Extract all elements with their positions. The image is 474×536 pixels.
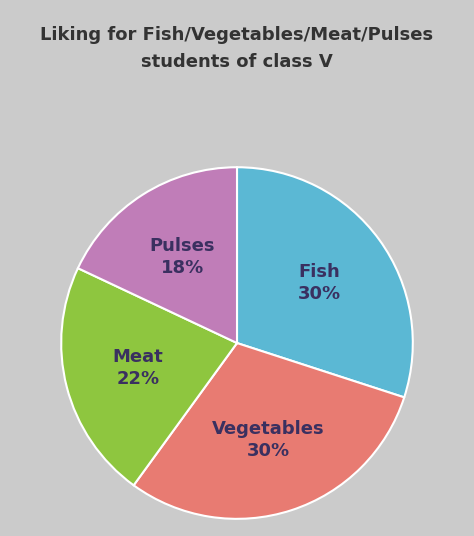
Text: Meat
22%: Meat 22% xyxy=(113,348,164,389)
Wedge shape xyxy=(61,268,237,485)
Wedge shape xyxy=(237,167,413,397)
Text: Vegetables
30%: Vegetables 30% xyxy=(212,420,325,460)
Text: students of class V: students of class V xyxy=(141,53,333,71)
Wedge shape xyxy=(78,167,237,343)
Wedge shape xyxy=(134,343,404,519)
Text: Pulses
18%: Pulses 18% xyxy=(150,237,215,277)
Text: Fish
30%: Fish 30% xyxy=(298,263,341,303)
Text: Liking for Fish/Vegetables/Meat/Pulses: Liking for Fish/Vegetables/Meat/Pulses xyxy=(40,26,434,44)
